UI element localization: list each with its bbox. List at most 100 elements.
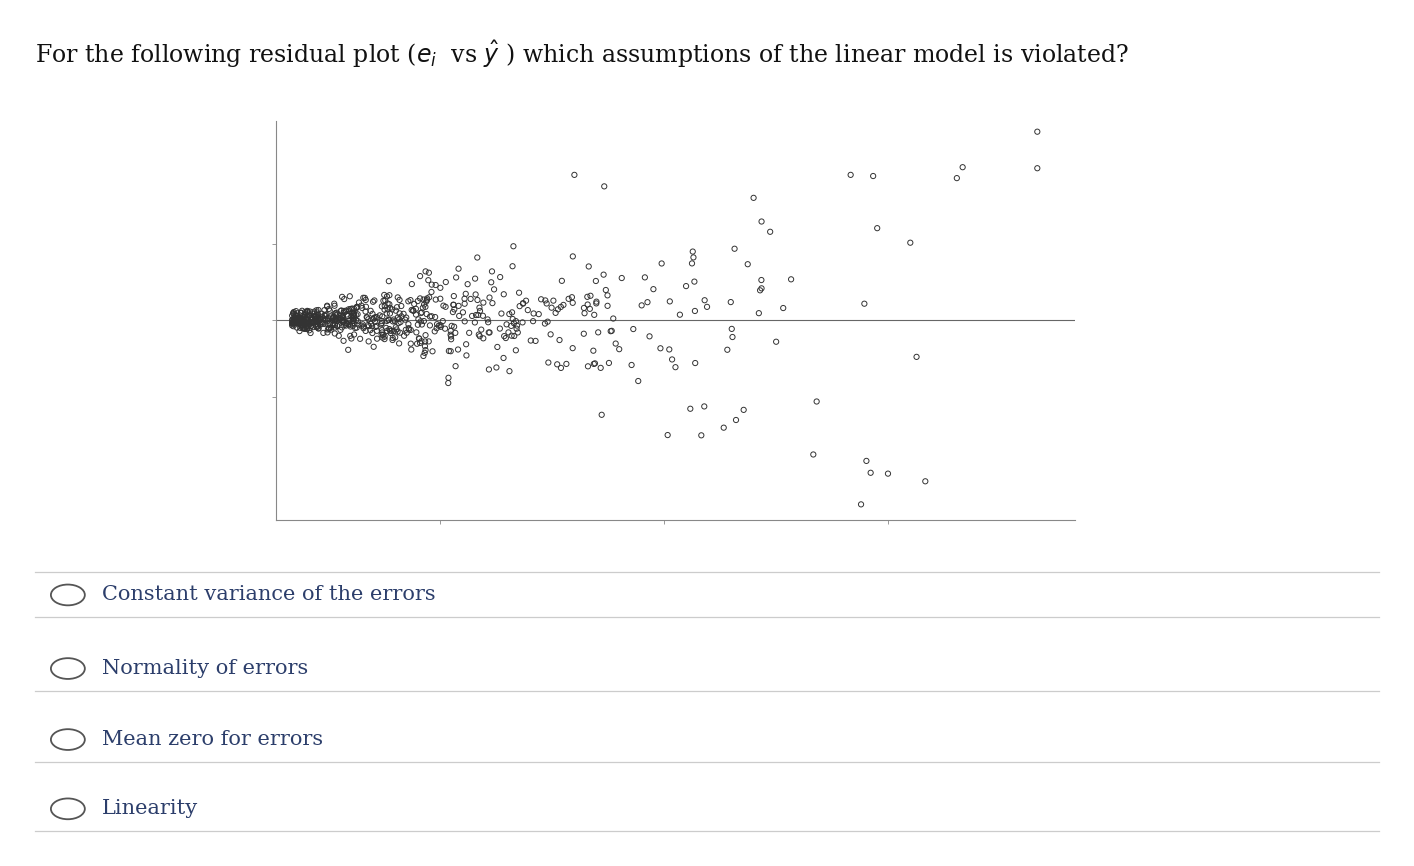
Point bbox=[409, 292, 431, 306]
Point bbox=[378, 275, 400, 288]
Point bbox=[298, 308, 321, 322]
Point bbox=[380, 302, 403, 316]
Point bbox=[379, 324, 402, 338]
Point bbox=[281, 319, 304, 333]
Point bbox=[512, 315, 534, 329]
Point bbox=[372, 331, 395, 345]
Point bbox=[335, 316, 358, 330]
Point bbox=[464, 315, 486, 329]
Point bbox=[400, 277, 423, 291]
Point bbox=[288, 321, 311, 335]
Point bbox=[502, 312, 525, 326]
Point bbox=[296, 304, 318, 318]
Point bbox=[305, 308, 328, 322]
Point bbox=[307, 320, 329, 333]
Point bbox=[376, 302, 399, 316]
Point bbox=[345, 313, 368, 327]
Point bbox=[307, 314, 329, 328]
Point bbox=[400, 343, 423, 357]
Point bbox=[397, 294, 420, 308]
Point bbox=[342, 312, 365, 326]
Point bbox=[509, 300, 532, 313]
Point bbox=[352, 321, 375, 335]
Point bbox=[293, 322, 315, 336]
Point bbox=[297, 308, 320, 322]
Point bbox=[341, 310, 363, 324]
Point bbox=[946, 171, 969, 185]
Point bbox=[905, 350, 928, 364]
Point bbox=[495, 331, 518, 345]
Point bbox=[314, 317, 337, 331]
Point bbox=[472, 332, 495, 346]
Point bbox=[283, 317, 305, 331]
Point bbox=[345, 320, 368, 334]
Point bbox=[296, 313, 318, 326]
Point bbox=[495, 318, 518, 332]
Point bbox=[327, 320, 349, 333]
Point bbox=[414, 328, 437, 342]
Point bbox=[312, 303, 335, 317]
Point bbox=[303, 310, 325, 324]
Point bbox=[304, 310, 327, 324]
Point bbox=[294, 308, 317, 322]
Point bbox=[303, 309, 325, 323]
Point bbox=[802, 448, 824, 462]
Point bbox=[348, 318, 370, 332]
Point bbox=[365, 310, 387, 324]
Point bbox=[772, 301, 795, 315]
Point bbox=[454, 314, 477, 328]
Point bbox=[331, 315, 354, 329]
Point bbox=[468, 304, 491, 318]
Point bbox=[420, 285, 443, 299]
Point bbox=[556, 357, 578, 371]
Point bbox=[440, 319, 462, 333]
Point bbox=[407, 313, 430, 326]
Point bbox=[303, 310, 325, 324]
Point bbox=[296, 320, 318, 333]
Point bbox=[291, 304, 314, 318]
Point bbox=[318, 302, 341, 316]
Point bbox=[631, 299, 653, 313]
Point bbox=[290, 318, 312, 332]
Point bbox=[389, 315, 411, 329]
Point bbox=[913, 475, 936, 488]
Point bbox=[406, 337, 428, 351]
Point bbox=[335, 304, 358, 318]
Point bbox=[307, 303, 329, 317]
Point bbox=[404, 307, 427, 321]
Point bbox=[378, 313, 400, 327]
Point bbox=[665, 360, 687, 374]
Point bbox=[293, 315, 315, 329]
Point bbox=[301, 316, 324, 330]
Point bbox=[287, 314, 310, 328]
Point bbox=[416, 294, 438, 307]
Point bbox=[434, 322, 457, 336]
Point bbox=[376, 289, 399, 303]
Point bbox=[443, 320, 465, 333]
Point bbox=[284, 316, 307, 330]
Point bbox=[359, 304, 382, 318]
Point bbox=[317, 313, 339, 326]
Point bbox=[290, 315, 312, 329]
Point bbox=[310, 316, 332, 330]
Point bbox=[300, 315, 322, 329]
Point bbox=[284, 308, 307, 322]
Point bbox=[840, 168, 863, 182]
Point bbox=[498, 307, 520, 321]
Point bbox=[561, 249, 584, 263]
Point bbox=[322, 297, 345, 311]
Point bbox=[751, 215, 773, 229]
Point bbox=[550, 274, 573, 288]
Point bbox=[338, 289, 361, 303]
Point bbox=[426, 317, 448, 331]
Point bbox=[478, 363, 501, 377]
Point bbox=[578, 302, 601, 316]
Point bbox=[577, 260, 600, 274]
Point bbox=[423, 325, 445, 339]
Point bbox=[327, 313, 349, 326]
Point bbox=[680, 256, 703, 270]
Point bbox=[512, 297, 534, 311]
Point bbox=[397, 323, 420, 337]
Point bbox=[294, 316, 317, 330]
Point bbox=[321, 311, 344, 325]
